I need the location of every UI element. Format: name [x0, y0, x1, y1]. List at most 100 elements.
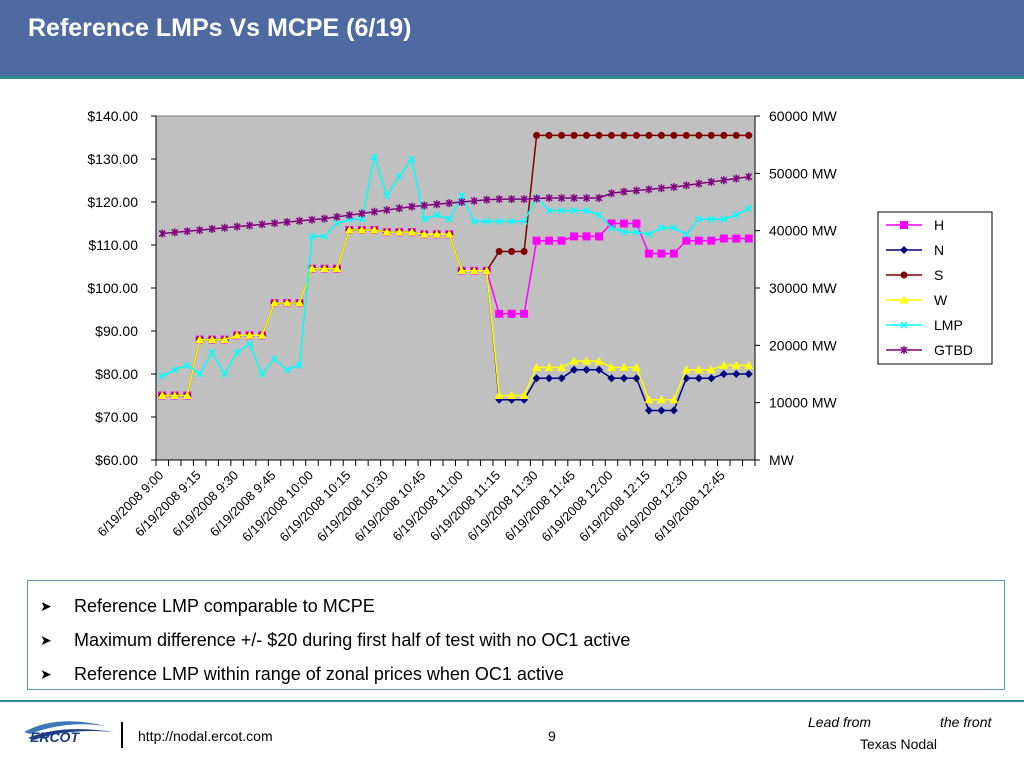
data-point — [508, 247, 516, 255]
data-point — [344, 225, 354, 234]
data-point — [900, 221, 908, 229]
data-point — [246, 221, 254, 230]
data-point — [308, 232, 316, 240]
data-point — [619, 363, 629, 372]
tagline-left: Lead from — [808, 714, 872, 730]
y-right-tick-label: 10000 MW — [769, 395, 837, 411]
footer-divider — [0, 700, 1024, 702]
data-point — [407, 227, 417, 236]
data-point — [545, 193, 553, 202]
data-point — [271, 219, 279, 228]
data-point — [282, 298, 292, 307]
footer-url[interactable]: http://nodal.ercot.com — [138, 728, 273, 744]
data-point — [458, 192, 466, 200]
data-point — [682, 236, 691, 245]
data-point — [719, 360, 729, 369]
data-point — [233, 222, 241, 231]
y-left-tick-label: $70.00 — [95, 409, 138, 425]
data-point — [557, 374, 566, 383]
data-point — [720, 215, 728, 223]
data-point — [607, 224, 616, 232]
data-point — [545, 374, 554, 383]
series-line-gtbd — [162, 176, 749, 235]
data-point — [208, 348, 216, 357]
ercot-logo — [24, 721, 114, 740]
data-point — [171, 366, 179, 374]
data-point — [632, 219, 641, 228]
data-point — [669, 406, 678, 415]
data-point — [632, 228, 640, 236]
data-point — [745, 204, 753, 212]
data-point — [682, 131, 690, 139]
data-point — [745, 172, 753, 181]
legend-label: LMP — [934, 317, 963, 333]
data-point — [208, 224, 216, 233]
data-point — [745, 131, 753, 139]
data-point — [170, 391, 180, 399]
x-tick-label: 6/19/2008 9:45 — [207, 468, 279, 540]
y-right-tick-label: 40000 MW — [769, 223, 837, 239]
logo-text: ERCOT — [30, 729, 79, 745]
y-left-tick-label: $130.00 — [87, 151, 138, 167]
data-point — [520, 217, 528, 225]
data-point — [595, 131, 603, 139]
data-point — [445, 215, 453, 223]
data-point — [607, 374, 616, 383]
bullet-box: ➤ Reference LMP comparable to MCPE ➤ Max… — [27, 580, 1005, 690]
bullet-arrow-icon: ➤ — [40, 665, 52, 682]
data-point — [657, 224, 665, 232]
data-point — [706, 365, 716, 374]
data-point — [558, 193, 566, 202]
data-point — [495, 309, 504, 318]
legend-box — [877, 211, 993, 365]
data-point — [258, 220, 266, 229]
data-point — [458, 198, 466, 206]
data-point — [645, 131, 653, 139]
data-point — [532, 363, 542, 372]
y-left-tick-label: $100.00 — [87, 280, 138, 296]
data-point — [632, 186, 640, 195]
data-point — [682, 181, 690, 190]
data-point — [532, 236, 541, 245]
data-point — [707, 215, 715, 223]
data-point — [732, 234, 741, 243]
data-point — [483, 217, 491, 225]
data-point — [900, 271, 908, 279]
legend-label: N — [934, 242, 944, 258]
data-point — [732, 211, 740, 219]
data-point — [158, 372, 166, 380]
data-point — [332, 264, 342, 273]
data-point — [644, 395, 654, 404]
data-point — [557, 363, 567, 372]
y-right-tick-label: 50000 MW — [769, 165, 837, 181]
y-right-tick-label: 60000 MW — [769, 108, 837, 124]
data-point — [482, 266, 492, 275]
plot-area — [155, 115, 756, 461]
data-point — [532, 374, 541, 383]
data-point — [719, 234, 728, 243]
data-point — [557, 236, 566, 245]
data-point — [732, 131, 740, 139]
data-point — [182, 391, 192, 399]
data-point — [395, 204, 403, 213]
data-point — [507, 309, 516, 318]
data-point — [570, 207, 578, 215]
data-point — [358, 215, 366, 223]
data-point — [570, 365, 579, 374]
data-point — [558, 207, 566, 215]
data-point — [694, 365, 704, 374]
bullet-item: ➤ Reference LMP within range of zonal pr… — [40, 657, 1004, 691]
data-point — [899, 295, 909, 304]
data-point — [607, 131, 615, 139]
data-point — [720, 131, 728, 139]
data-point — [595, 211, 603, 219]
data-point — [670, 131, 678, 139]
data-point — [583, 193, 591, 202]
data-point — [221, 223, 229, 232]
data-point — [595, 193, 603, 202]
data-point — [620, 187, 628, 196]
data-point — [357, 225, 367, 234]
legend-label: GTBD — [934, 342, 973, 358]
data-point — [370, 153, 378, 161]
y-left-tick-label: $90.00 — [95, 323, 138, 339]
